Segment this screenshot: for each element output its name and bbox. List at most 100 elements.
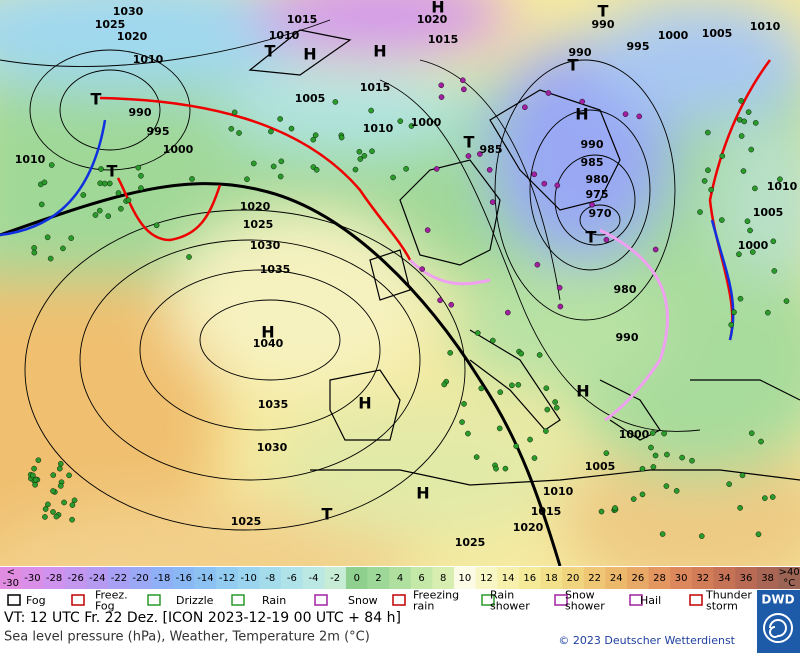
scale-label: 28	[653, 573, 666, 584]
weather-dot	[650, 464, 657, 470]
weather-dot	[473, 454, 480, 460]
weather-dot	[42, 506, 49, 512]
weather-dot	[553, 404, 560, 411]
pressure-center: T	[91, 90, 102, 109]
isobar-label: 1010	[363, 122, 394, 135]
weather-dot	[433, 166, 440, 172]
weather-dot	[69, 502, 76, 508]
weather-dot	[648, 444, 654, 451]
weather-dot	[737, 295, 744, 302]
isobar-label: 1005	[585, 460, 616, 473]
weather-symbols	[27, 77, 790, 539]
weather-dot	[739, 472, 746, 479]
weather-dot	[189, 176, 195, 182]
pressure-center: H	[303, 45, 316, 64]
weather-dot	[748, 430, 755, 436]
scale-cell	[518, 567, 541, 589]
weather-dot	[749, 249, 756, 255]
caption: Sea level pressure (hPa), Weather, Tempe…	[4, 630, 370, 645]
legend-icon	[629, 594, 643, 606]
weather-dot	[356, 148, 363, 155]
warm-front	[99, 96, 412, 261]
scale-cell	[216, 567, 239, 589]
weather-dot	[705, 167, 711, 174]
weather-dot	[50, 488, 56, 494]
weather-dot	[719, 217, 725, 223]
weather-dot	[486, 167, 493, 173]
pressure-center: T	[464, 133, 475, 152]
pressure-center: H	[373, 42, 386, 61]
isobar-label: 1030	[250, 239, 281, 252]
scale-label: -8	[265, 573, 275, 584]
weather-dot	[66, 472, 72, 479]
scale-label: -10	[240, 573, 256, 584]
weather-dot	[659, 531, 666, 537]
scale-cell	[237, 567, 260, 589]
isobar-label: 1035	[260, 263, 291, 276]
legend-icon	[147, 594, 161, 606]
scale-cell	[345, 567, 368, 589]
weather-dot	[502, 465, 509, 472]
weather-dot	[186, 254, 192, 260]
weather-dot	[332, 99, 339, 105]
weather-dot	[50, 509, 56, 515]
legend-label: rain	[413, 600, 434, 613]
weather-dot	[777, 176, 783, 183]
legend-icon	[481, 594, 495, 606]
pressure-center: T	[107, 162, 118, 181]
weather-dot	[531, 455, 538, 461]
weather-dot	[47, 255, 54, 262]
weather-dot	[80, 192, 87, 198]
weather-dot	[368, 107, 374, 114]
weather-dot	[35, 457, 42, 463]
isobar-label: 980	[586, 173, 609, 186]
weather-dot	[737, 505, 743, 511]
isobar-label: 1015	[287, 13, 318, 26]
isobar-label: 1010	[750, 20, 781, 33]
weather-dot	[448, 301, 455, 308]
weather-dot	[612, 505, 618, 511]
weather-dot	[61, 499, 67, 506]
scale-label: 2	[375, 573, 381, 584]
weather-dot	[752, 120, 759, 126]
weather-dot	[708, 186, 714, 193]
weather-dot	[41, 179, 48, 186]
weather-dot	[438, 94, 445, 100]
weather-dot	[765, 309, 771, 316]
pressure-center: H	[358, 394, 371, 413]
weather-dot	[543, 428, 549, 434]
weather-dot	[138, 172, 144, 179]
scale-cell	[497, 567, 520, 589]
legend-label: Freez.	[95, 589, 128, 602]
legend-label: Fog	[26, 594, 46, 607]
scale-cell	[302, 567, 325, 589]
scale-label: -18	[154, 573, 170, 584]
weather-dot	[726, 481, 732, 487]
isobar-label: 1010	[767, 180, 798, 193]
map: 1030102510201010101510101020101510059909…	[0, 0, 800, 566]
weather-dot	[361, 153, 368, 159]
isobar-label: 970	[589, 207, 612, 220]
isobar-label: 1005	[295, 92, 326, 105]
weather-dot	[438, 82, 445, 89]
weather-dot	[38, 201, 45, 208]
weather-dot	[769, 494, 776, 500]
scale-label: 36	[740, 573, 753, 584]
isobar-label: 990	[129, 106, 152, 119]
weather-dot	[770, 238, 777, 245]
isobar-label: 1000	[738, 239, 769, 252]
weather-dot	[639, 491, 646, 498]
isobar-label: 985	[480, 143, 503, 156]
weather-dot	[603, 450, 610, 456]
weather-dot	[419, 266, 425, 272]
pressure-center: H	[575, 105, 588, 124]
weather-dot	[270, 163, 277, 170]
scale-label: 0	[354, 573, 360, 584]
scale-label: -12	[219, 573, 235, 584]
scale-cell	[670, 567, 693, 589]
weather-dot	[489, 199, 496, 205]
scale-cell	[713, 567, 736, 589]
isobar-label: 1030	[257, 441, 288, 454]
isobar-label: 990	[569, 46, 592, 59]
weather-dot	[57, 483, 64, 489]
